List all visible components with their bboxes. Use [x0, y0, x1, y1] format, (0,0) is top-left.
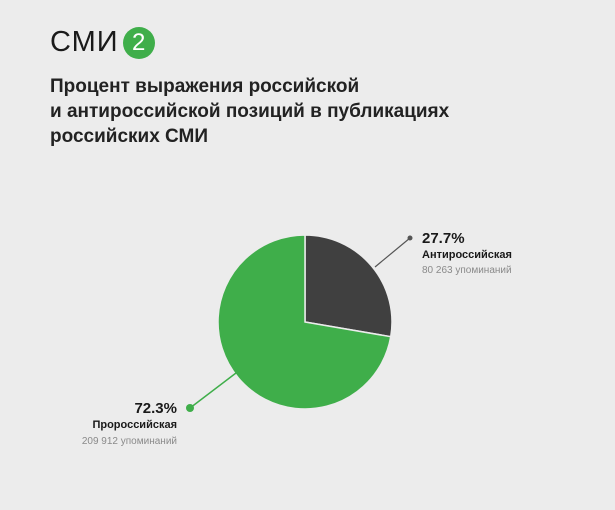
smi2-logo: СМИ 2: [50, 26, 155, 59]
chart-title: Процент выражения российской и антиросси…: [50, 74, 470, 149]
pro-percent-label: 72.3%: [134, 400, 177, 417]
logo-badge: 2: [122, 26, 155, 59]
title-line: российских СМИ: [50, 126, 209, 147]
pie-slice-anti: [304, 234, 393, 338]
anti-leader-dot: [407, 235, 413, 241]
anti-name-label: Антироссийская: [422, 249, 512, 261]
title-line: и антироссийской позиций в публикациях: [50, 101, 450, 122]
logo-text: СМИ: [50, 26, 119, 58]
pro-name-label: Пророссийская: [92, 419, 177, 431]
pro-leader-dot: [186, 404, 194, 412]
pro-leader-line: [189, 372, 237, 409]
anti-leader-line: [374, 237, 411, 268]
anti-count-label: 80 263 упоминаний: [422, 265, 512, 276]
pro-count-label: 209 912 упоминаний: [82, 436, 177, 447]
anti-percent-label: 27.7%: [422, 230, 465, 247]
title-line: Процент выражения российской: [50, 76, 360, 97]
pie-slice-pro: [217, 234, 392, 410]
